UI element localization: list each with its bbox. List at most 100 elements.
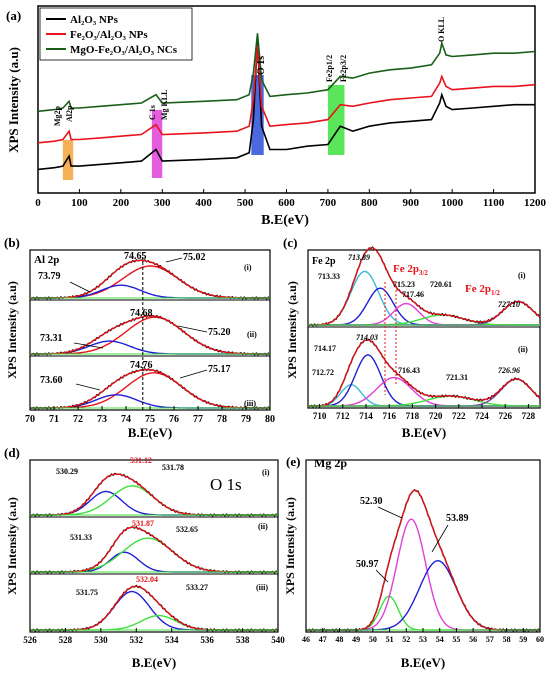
x-tick-label: 724 xyxy=(475,411,489,421)
legend-label-fe2o3: Fe₂O₃/Al₂O₃ NPs xyxy=(70,29,148,41)
leader-line xyxy=(377,506,403,519)
fit-envelope xyxy=(30,526,278,573)
panel-e-xlabel: B.E(eV) xyxy=(401,655,445,670)
x-tick-label: 48 xyxy=(335,635,343,644)
x-tick-label: 712 xyxy=(336,411,350,421)
panel-b-sub-i: (i) xyxy=(244,263,252,272)
x-tick-label: 50 xyxy=(369,635,377,644)
x-tick-label: 1000 xyxy=(441,197,464,209)
fit-component xyxy=(308,354,540,407)
x-tick-label: 72 xyxy=(73,414,83,425)
panel-c-ylabel: XPS Intensity (a.u) xyxy=(285,281,299,379)
panel-b-xticks: 70 71 72 73 74 75 76 77 78 79 80 xyxy=(25,406,275,425)
x-tick-label: 900 xyxy=(403,197,420,209)
x-tick-label: 400 xyxy=(195,197,212,209)
raw-data xyxy=(29,367,271,410)
panel-a-legend: Al₂O₃ NPs Fe₂O₃/Al₂O₃ NPs MgO-Fe₂O₃/Al₂O… xyxy=(39,7,193,61)
panel-a-ylabel: XPS Intensity (a.u) xyxy=(6,47,21,153)
panel-b-sub-iii: (iii) xyxy=(244,399,256,408)
x-tick-label: 700 xyxy=(320,197,337,209)
leader-line xyxy=(431,524,449,553)
panel-b-sub-ii: (ii) xyxy=(247,330,257,339)
annotation-fe2p12: Fe2p1/2 xyxy=(325,55,334,82)
peak-label: 532.65 xyxy=(176,525,198,534)
peak-label: 713.89 xyxy=(348,253,370,262)
x-tick-label: 526 xyxy=(23,635,37,645)
x-tick-label: 54 xyxy=(436,635,444,644)
panel-d: 526 528 530 532 534 536 538 540 (d) O 1s XPS In… xyxy=(4,445,285,670)
leader-line xyxy=(73,342,104,349)
x-tick-label: 528 xyxy=(59,635,73,645)
fit-component xyxy=(30,551,278,573)
annotation-fe2p32: Fe2p3/2 xyxy=(339,55,348,82)
x-tick-label: 49 xyxy=(352,635,360,644)
panel-a-xticks: 0 100 200 300 400 500 600 700 800 900 1000 1100 1200 xyxy=(35,189,547,209)
peak-label: 721.31 xyxy=(446,373,468,382)
fe2p12-red-label: Fe 2p1/2 xyxy=(465,283,500,297)
annotation-mgkll: Mg KLL xyxy=(160,90,169,120)
x-tick-label: 536 xyxy=(200,635,214,645)
x-tick-label: 600 xyxy=(278,197,295,209)
peak-label: 726.96 xyxy=(498,366,520,375)
x-tick-label: 58 xyxy=(503,635,511,644)
raw-data xyxy=(29,314,271,356)
fit-component xyxy=(30,614,278,631)
panel-d-xlabel: B.E(eV) xyxy=(132,655,176,670)
leader-line xyxy=(179,369,208,379)
x-tick-label: 51 xyxy=(386,635,394,644)
peak-label: 715.23 xyxy=(393,280,415,289)
x-tick-label: 70 xyxy=(25,414,35,425)
leader-line xyxy=(177,325,208,333)
panel-c-sub-i: (i) xyxy=(518,271,526,280)
x-tick-label: 0 xyxy=(35,197,41,209)
series-line xyxy=(37,44,536,144)
x-tick-label: 78 xyxy=(217,414,227,425)
x-tick-label: 538 xyxy=(236,635,250,645)
fit-envelope xyxy=(308,247,541,326)
panel-a-xlabel: B.E(eV) xyxy=(261,213,309,228)
panel-a-label: (a) xyxy=(6,8,21,23)
peak-label: 74.65 xyxy=(124,251,147,262)
leader-line xyxy=(75,383,101,391)
series-line xyxy=(37,39,535,171)
peak-label: 73.60 xyxy=(40,375,63,386)
peak-label: 75.02 xyxy=(183,252,206,263)
peak-label: 74.68 xyxy=(130,308,153,319)
x-tick-label: 74 xyxy=(121,414,131,425)
x-tick-label: 75 xyxy=(145,414,155,425)
panel-a-curves xyxy=(37,33,536,171)
annotation-c1s: C 1s xyxy=(148,105,157,120)
fit-component xyxy=(30,316,270,355)
panel-b-title: Al 2p xyxy=(34,254,59,266)
x-tick-label: 46 xyxy=(302,635,310,644)
panel-d-sub-iii: (iii) xyxy=(256,583,268,592)
x-tick-label: 1200 xyxy=(524,197,547,209)
peak-label: 530.29 xyxy=(56,467,78,476)
panel-b-curves xyxy=(29,252,271,410)
peak-label: 532.04 xyxy=(136,575,158,584)
raw-data xyxy=(305,489,541,632)
panel-c-curves xyxy=(307,246,541,408)
annotation-okll: O KLL xyxy=(437,17,446,42)
peak-label: 50.97 xyxy=(356,559,379,570)
peak-label: 531.12 xyxy=(130,456,152,465)
panel-a: 0 100 200 300 400 500 600 700 800 900 1000 1100 1200… xyxy=(6,5,547,228)
peak-label: 714.03 xyxy=(356,333,378,342)
series-line xyxy=(37,33,536,113)
peak-label: 531.78 xyxy=(162,463,184,472)
x-tick-label: 52 xyxy=(402,635,410,644)
leader-line xyxy=(165,257,183,263)
panel-e-label: (e) xyxy=(286,454,300,469)
fit-component xyxy=(306,595,540,631)
peak-label: 53.89 xyxy=(446,513,469,524)
fit-component xyxy=(30,537,278,573)
panel-e-ylabel: XPS Intensity (a.u) xyxy=(283,497,297,595)
fe2p32-red-label: Fe 2p3/2 xyxy=(393,263,428,277)
panel-c: 710 712 714 716 718 720 722 724 726 728 (c) Fe 2p… xyxy=(283,235,541,440)
highlight-band xyxy=(327,85,345,155)
legend-label-al2o3: Al₂O₃ NPs xyxy=(70,14,119,26)
x-tick-label: 76 xyxy=(169,414,179,425)
peak-label: 74.76 xyxy=(130,360,153,371)
panel-d-sub-i: (i) xyxy=(262,468,270,477)
panel-d-ylabel: XPS Intensity (a.u) xyxy=(5,497,19,595)
